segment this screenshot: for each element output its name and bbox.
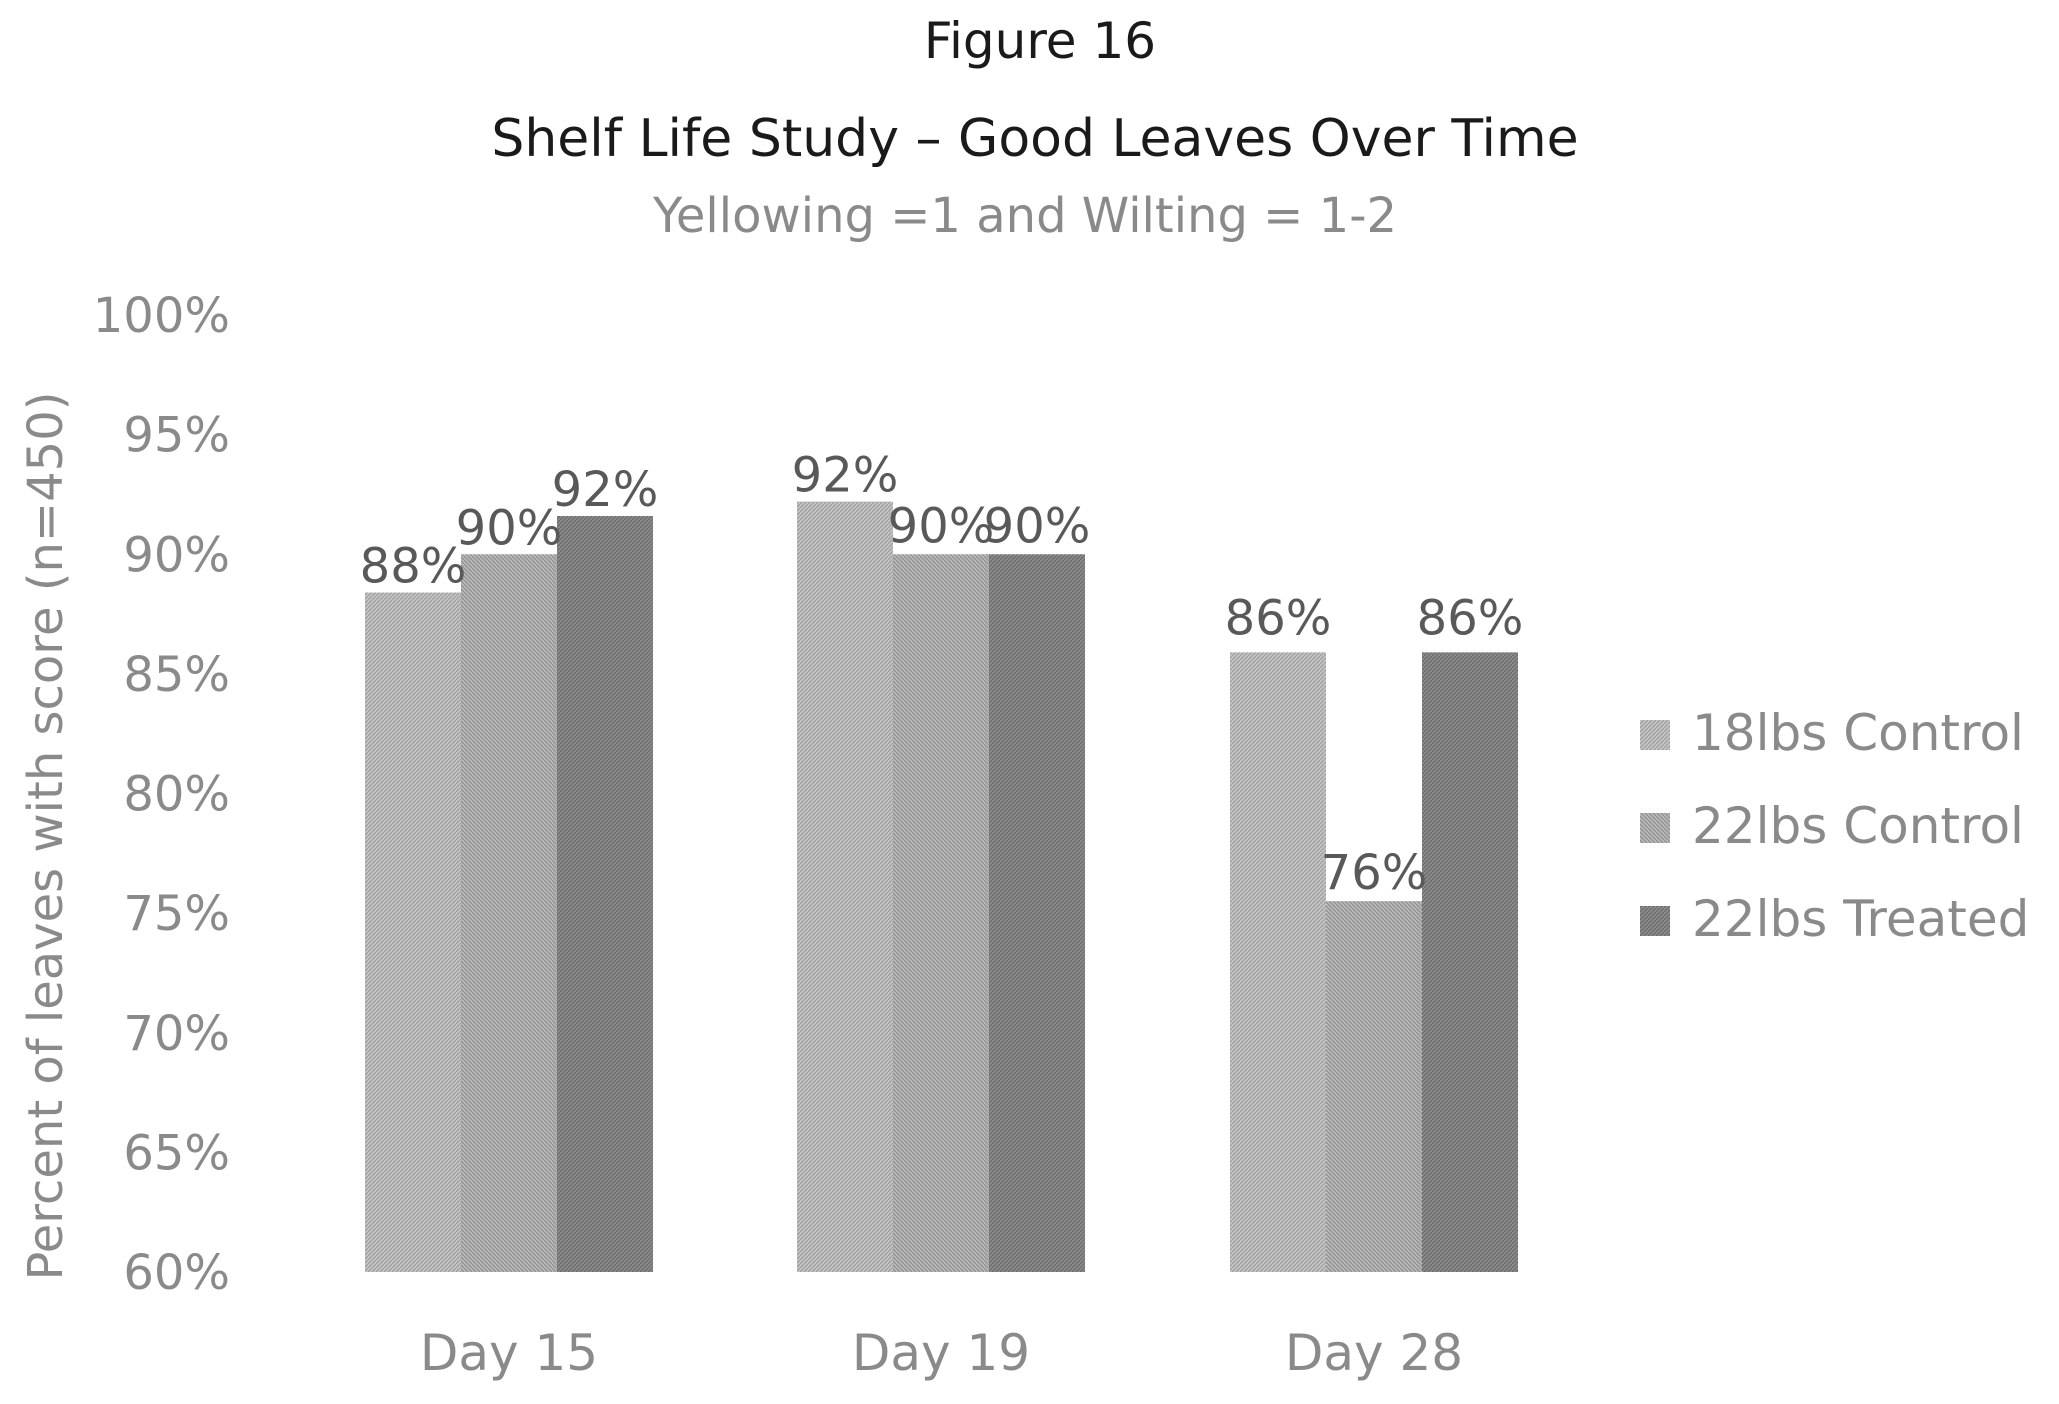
y-tick-label: 100%	[93, 288, 230, 344]
data-label: 90%	[456, 500, 563, 556]
data-label: 90%	[984, 498, 1091, 554]
bar-18lbs-control-day-28	[1230, 652, 1326, 1272]
data-label: 76%	[1321, 845, 1428, 901]
legend: 18lbs Control 22lbs Control 22lbs Treated	[1640, 704, 2029, 948]
data-labels: 88%90%92% 92%90%90%86%76%86%	[360, 448, 1524, 902]
legend-swatch	[1640, 813, 1670, 843]
legend-label: 18lbs Control	[1692, 704, 2024, 762]
x-axis-ticks: Day 15 Day 19 Day 28	[420, 1324, 1463, 1382]
bars	[365, 501, 1518, 1272]
legend-swatch	[1640, 906, 1670, 936]
legend-label: 22lbs Treated	[1692, 890, 2029, 948]
bar-18lbs-control-day-15	[365, 592, 461, 1272]
bar-18lbs-control-day-19	[797, 501, 893, 1272]
bar-22lbs-treated-day-28	[1422, 652, 1518, 1272]
bar-22lbs-control-day-28	[1326, 901, 1422, 1272]
data-label: 90%	[888, 498, 995, 554]
chart-subtitle: Yellowing =1 and Wilting = 1-2	[652, 188, 1397, 244]
chart-title: Shelf Life Study – Good Leaves Over Time	[491, 109, 1578, 169]
figure-label: Figure 16	[924, 12, 1156, 70]
y-axis-label: Percent of leaves with score (n=450)	[18, 392, 74, 1281]
data-label: 92%	[552, 462, 659, 518]
data-label: 88%	[360, 539, 467, 595]
y-tick-label: 85%	[123, 647, 230, 703]
y-tick-label: 60%	[123, 1245, 230, 1301]
legend-label: 22lbs Control	[1692, 797, 2024, 855]
data-label: 92%	[792, 448, 899, 504]
data-label: 86%	[1417, 590, 1524, 646]
y-tick-label: 75%	[123, 886, 230, 942]
y-axis-ticks: 60% 65% 70% 75% 80% 85% 90% 95% 100%	[93, 288, 230, 1301]
bar-22lbs-control-day-19	[893, 554, 989, 1272]
x-tick-label: Day 15	[420, 1324, 598, 1382]
y-tick-label: 70%	[123, 1006, 230, 1062]
x-tick-label: Day 19	[852, 1324, 1030, 1382]
y-tick-label: 80%	[123, 767, 230, 823]
data-label: 86%	[1225, 590, 1332, 646]
bar-22lbs-treated-day-15	[557, 515, 653, 1272]
y-tick-label: 90%	[123, 527, 230, 583]
legend-swatch	[1640, 720, 1670, 750]
bar-22lbs-control-day-15	[461, 554, 557, 1272]
y-tick-label: 95%	[123, 408, 230, 464]
y-tick-label: 65%	[123, 1125, 230, 1181]
bar-22lbs-treated-day-19	[989, 554, 1085, 1272]
x-tick-label: Day 28	[1285, 1324, 1463, 1382]
